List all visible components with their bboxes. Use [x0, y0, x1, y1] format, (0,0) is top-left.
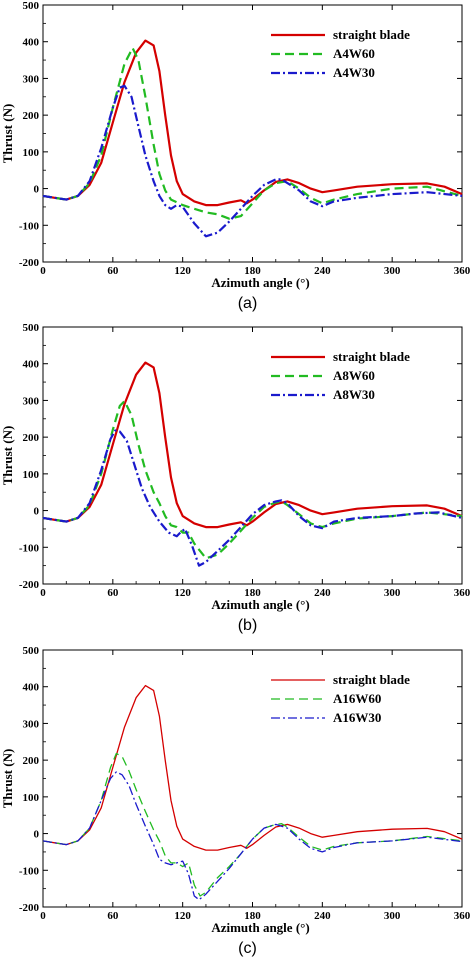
legend-label-1: straight blade	[333, 27, 410, 42]
y-tick-label: 400	[23, 359, 40, 371]
chart-panel-2: 0 60 120 180 240 300 360 -200 -100 0 100 200 300 400 5…	[0, 322, 471, 634]
series-line-1	[42, 684, 463, 851]
y-axis-title: Thrust (N)	[0, 104, 15, 164]
series-line-3	[42, 84, 463, 238]
x-tick-label: 360	[454, 587, 471, 599]
x-tick-label: 120	[174, 910, 191, 922]
y-tick-label: 400	[23, 682, 40, 694]
chart-panel-1: 0 60 120 180 240 300 360 -200 -100 0 100 200 300 400 5…	[0, 0, 471, 312]
x-tick-label: 180	[244, 910, 261, 922]
y-tick-label: 100	[23, 147, 40, 159]
y-tick-label: -100	[19, 220, 40, 232]
y-tick-label: -200	[19, 579, 40, 591]
x-tick-label: 180	[244, 265, 261, 277]
series-line-2	[42, 46, 463, 220]
x-tick-label: 0	[40, 910, 46, 922]
y-tick-label: 300	[23, 73, 40, 85]
x-axis-title: Azimuth angle (°)	[211, 275, 309, 290]
legend-label-1: straight blade	[333, 349, 410, 364]
series-line-2	[42, 752, 463, 897]
y-tick-label: 0	[34, 506, 40, 518]
panel-label: (b)	[238, 617, 258, 634]
x-tick-label: 120	[174, 587, 191, 599]
series-line-3	[42, 429, 463, 567]
x-tick-label: 240	[314, 910, 331, 922]
x-tick-label: 300	[384, 587, 401, 599]
y-tick-label: 200	[23, 432, 40, 444]
x-tick-label: 0	[40, 587, 46, 599]
panel-label: (c)	[238, 940, 257, 957]
legend-label-2: A8W60	[333, 368, 375, 383]
legend-label-3: A4W30	[333, 65, 375, 80]
legend-label-1: straight blade	[333, 672, 410, 687]
y-tick-label: 0	[34, 829, 40, 841]
y-tick-label: -100	[19, 865, 40, 877]
series-line-2	[42, 400, 463, 560]
y-tick-label: 500	[23, 645, 40, 657]
y-tick-label: 200	[23, 755, 40, 767]
x-tick-label: 180	[244, 587, 261, 599]
y-tick-label: 400	[23, 37, 40, 49]
plot-frame	[42, 649, 463, 908]
x-tick-label: 360	[454, 265, 471, 277]
x-tick-label: 0	[40, 265, 46, 277]
x-tick-label: 60	[107, 910, 119, 922]
x-tick-label: 360	[454, 910, 471, 922]
y-tick-label: -100	[19, 542, 40, 554]
legend-label-3: A16W30	[333, 710, 381, 725]
y-tick-label: -200	[19, 902, 40, 914]
y-tick-label: 500	[23, 0, 40, 12]
series-line-1	[42, 361, 463, 529]
x-tick-label: 240	[314, 587, 331, 599]
panel-label: (a)	[238, 295, 258, 312]
y-tick-label: -200	[19, 257, 40, 269]
x-tick-label: 60	[107, 587, 119, 599]
y-tick-label: 300	[23, 718, 40, 730]
y-tick-label: 100	[23, 792, 40, 804]
y-axis-title: Thrust (N)	[0, 749, 15, 809]
x-axis-title: Azimuth angle (°)	[211, 597, 309, 612]
x-tick-label: 60	[107, 265, 119, 277]
series-line-3	[42, 771, 463, 901]
y-tick-label: 200	[23, 110, 40, 122]
y-tick-label: 300	[23, 395, 40, 407]
x-axis-title: Azimuth angle (°)	[211, 920, 309, 935]
y-tick-label: 500	[23, 322, 40, 334]
chart-panel-3: 0 60 120 180 240 300 360 -200 -100 0 100 200 300 400 5…	[0, 645, 471, 957]
x-tick-label: 120	[174, 265, 191, 277]
y-tick-label: 0	[34, 184, 40, 196]
x-tick-label: 300	[384, 910, 401, 922]
legend-label-3: A8W30	[333, 387, 375, 402]
series-line-1	[42, 39, 463, 207]
x-tick-label: 300	[384, 265, 401, 277]
legend-label-2: A16W60	[333, 691, 381, 706]
legend-label-2: A4W60	[333, 46, 375, 61]
x-tick-label: 240	[314, 265, 331, 277]
y-axis-title: Thrust (N)	[0, 426, 15, 486]
y-tick-label: 100	[23, 469, 40, 481]
